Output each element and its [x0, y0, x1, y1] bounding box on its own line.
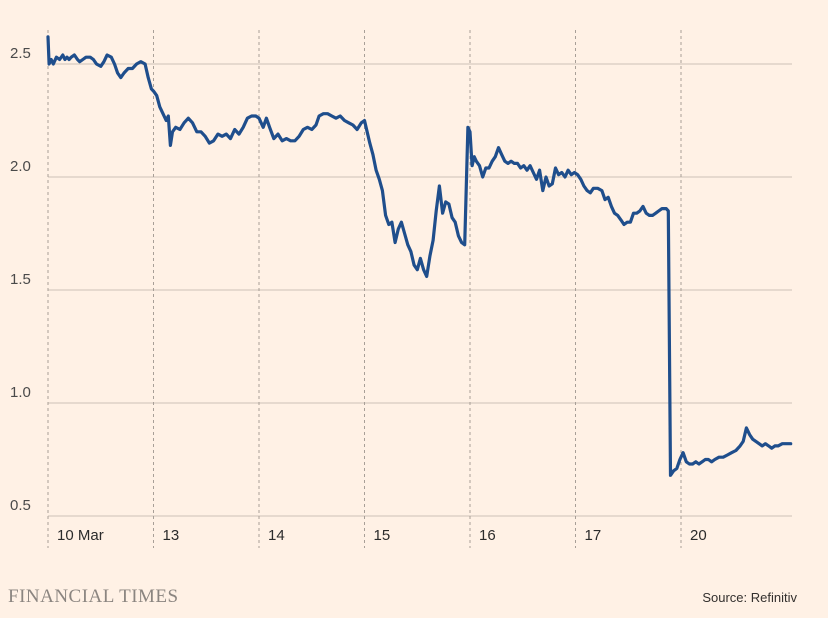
x-axis-labels: 10 Mar 13 14 15 16 17 20 [57, 527, 707, 544]
series-group [46, 35, 793, 477]
series-line [46, 35, 793, 477]
gridlines [47, 30, 792, 548]
x-tick-label: 15 [374, 527, 391, 544]
x-tick-label: 20 [690, 527, 707, 544]
y-tick-label: 1.0 [10, 384, 31, 401]
x-tick-label: 17 [585, 527, 602, 544]
brand-logo: FINANCIAL TIMES [8, 586, 179, 607]
y-tick-label: 1.5 [10, 271, 31, 288]
x-tick-label: 13 [163, 527, 180, 544]
x-tick-label: 10 Mar [57, 527, 104, 544]
y-tick-label: 0.5 [10, 497, 31, 514]
x-tick-label: 14 [268, 527, 285, 544]
source-note: Source: Refinitiv [702, 590, 797, 605]
y-axis-labels: 0.5 1.0 1.5 2.0 2.5 [10, 45, 31, 514]
x-tick-label: 16 [479, 527, 496, 544]
y-tick-label: 2.0 [10, 158, 31, 175]
y-tick-label: 2.5 [10, 45, 31, 62]
